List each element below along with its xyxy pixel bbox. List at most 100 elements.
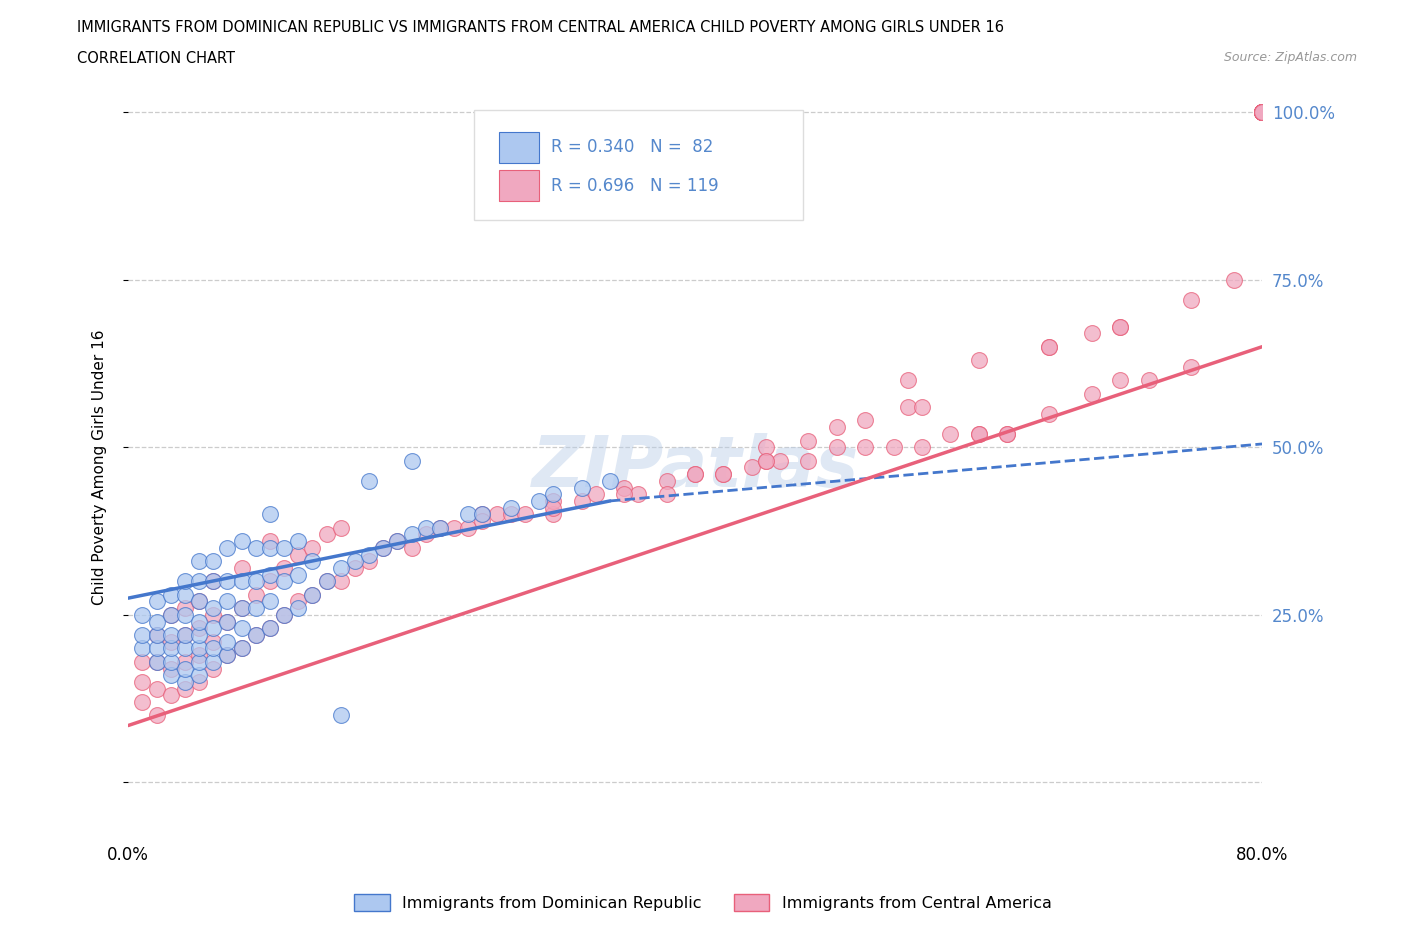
Point <box>1251 105 1274 120</box>
Point <box>287 567 309 582</box>
Point <box>457 507 479 522</box>
Point <box>613 486 636 501</box>
Point <box>359 547 381 562</box>
Point <box>1081 386 1104 401</box>
Point <box>741 460 763 475</box>
Point <box>713 467 735 482</box>
Point <box>613 480 636 495</box>
Point <box>939 427 962 442</box>
Point <box>259 594 281 609</box>
Point <box>471 507 494 522</box>
Point <box>145 708 167 723</box>
Point <box>217 540 239 555</box>
Point <box>131 607 153 622</box>
Point <box>1251 105 1274 120</box>
FancyBboxPatch shape <box>499 170 538 201</box>
Point <box>343 561 366 576</box>
Point <box>188 655 211 670</box>
Point <box>967 352 990 367</box>
Point <box>713 467 735 482</box>
Point <box>499 507 522 522</box>
Point <box>429 520 451 535</box>
Point <box>273 607 295 622</box>
Point <box>131 641 153 656</box>
Text: R = 0.340   N =  82: R = 0.340 N = 82 <box>551 139 713 156</box>
Point <box>173 607 195 622</box>
Point <box>231 561 253 576</box>
Point <box>655 473 678 488</box>
Point <box>188 641 211 656</box>
Point <box>571 480 593 495</box>
Point <box>1109 319 1132 334</box>
Point <box>443 520 465 535</box>
Point <box>173 681 195 696</box>
Point <box>159 588 181 603</box>
Point <box>853 413 876 428</box>
Point <box>967 427 990 442</box>
Text: ZIPatlas: ZIPatlas <box>531 432 859 502</box>
Point <box>131 695 153 710</box>
Point <box>159 641 181 656</box>
Point <box>188 668 211 683</box>
Point <box>159 655 181 670</box>
Point <box>173 674 195 689</box>
Point <box>911 440 934 455</box>
Point <box>471 513 494 528</box>
Point <box>683 467 706 482</box>
Point <box>543 494 565 509</box>
Point <box>131 674 153 689</box>
Point <box>245 574 267 589</box>
Point <box>259 540 281 555</box>
Point <box>513 507 536 522</box>
Point <box>245 628 267 643</box>
Point <box>1109 373 1132 388</box>
Point <box>259 507 281 522</box>
Point <box>1081 326 1104 340</box>
Point <box>188 614 211 629</box>
Point <box>173 655 195 670</box>
Point <box>967 427 990 442</box>
Point <box>1251 105 1274 120</box>
Point <box>301 588 323 603</box>
Point <box>259 567 281 582</box>
Point <box>797 453 820 468</box>
Point <box>217 647 239 662</box>
Point <box>217 614 239 629</box>
Point <box>202 641 225 656</box>
Text: CORRELATION CHART: CORRELATION CHART <box>77 51 235 66</box>
Point <box>1251 105 1274 120</box>
Point <box>245 588 267 603</box>
Point <box>173 601 195 616</box>
Point <box>188 594 211 609</box>
Point <box>359 554 381 569</box>
Point <box>202 621 225 636</box>
Point <box>202 574 225 589</box>
Legend: Immigrants from Dominican Republic, Immigrants from Central America: Immigrants from Dominican Republic, Immi… <box>349 887 1057 917</box>
Point <box>173 628 195 643</box>
Point <box>188 628 211 643</box>
Point <box>159 661 181 676</box>
Point <box>231 601 253 616</box>
Text: Source: ZipAtlas.com: Source: ZipAtlas.com <box>1223 51 1357 64</box>
Point <box>315 574 337 589</box>
Point <box>202 661 225 676</box>
Point <box>315 527 337 542</box>
Point <box>202 607 225 622</box>
Point <box>1251 105 1274 120</box>
Point <box>401 453 423 468</box>
Point <box>202 601 225 616</box>
Point <box>1038 339 1060 354</box>
Point <box>259 574 281 589</box>
Point <box>853 440 876 455</box>
Point <box>131 628 153 643</box>
Point <box>373 540 395 555</box>
Point <box>543 507 565 522</box>
Point <box>159 607 181 622</box>
Point <box>188 674 211 689</box>
Point <box>131 655 153 670</box>
Point <box>1251 105 1274 120</box>
Point <box>343 554 366 569</box>
Point <box>287 534 309 549</box>
Point <box>259 534 281 549</box>
Point <box>897 373 920 388</box>
